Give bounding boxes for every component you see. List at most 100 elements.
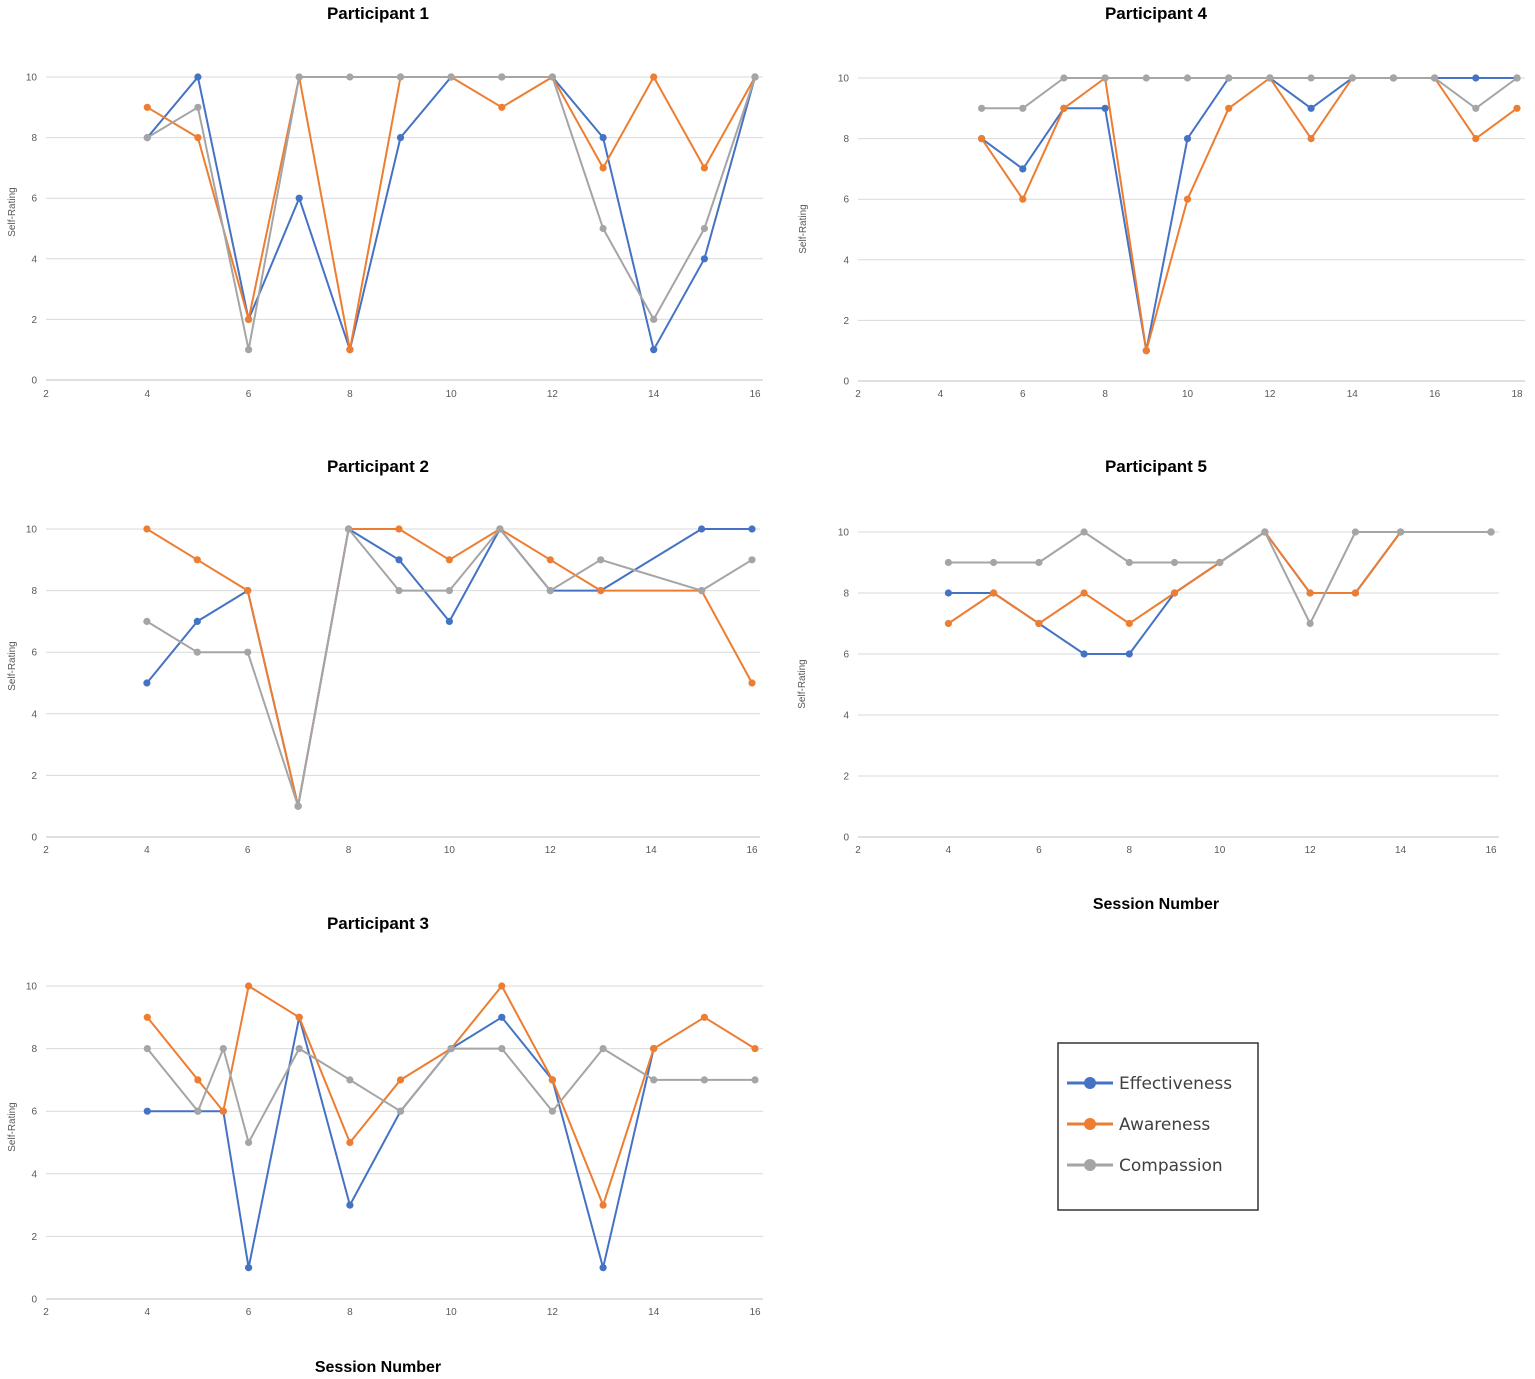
data-point-awareness <box>1307 135 1315 143</box>
x-tick-label: 16 <box>1429 389 1441 400</box>
data-point-awareness <box>194 1076 202 1084</box>
data-point-awareness <box>1019 195 1027 203</box>
series-line-compassion <box>948 531 1491 625</box>
legend-swatch-marker <box>1084 1118 1096 1130</box>
series-line-effectiveness <box>147 1016 655 1269</box>
x-tick-label: 8 <box>347 389 353 400</box>
series-line-effectiveness <box>981 77 1517 352</box>
data-point-awareness <box>445 556 453 564</box>
x-tick-label: 12 <box>547 1307 559 1318</box>
y-tick-label: 8 <box>843 134 849 145</box>
x-tick-label: 14 <box>648 1307 660 1318</box>
y-tick-label: 0 <box>31 376 37 387</box>
chart-participant-3: Participant 3 Self-Rating Session Number… <box>7 914 763 1376</box>
x-tick-label: 4 <box>946 845 952 856</box>
data-point-compassion <box>1348 74 1356 82</box>
data-point-awareness <box>498 103 506 111</box>
x-tick-label: 14 <box>648 389 660 400</box>
data-point-compassion <box>1101 74 1109 82</box>
data-point-compassion <box>700 1076 709 1084</box>
x-tick-label: 6 <box>245 845 251 856</box>
x-tick-label: 2 <box>43 845 49 856</box>
data-point-compassion <box>1125 558 1133 567</box>
y-tick-label: 10 <box>26 73 38 84</box>
y-tick-label: 4 <box>843 255 849 266</box>
data-point-compassion <box>346 1076 354 1084</box>
data-point-compassion <box>143 134 151 142</box>
data-point-effectiveness <box>748 525 756 533</box>
data-point-awareness <box>244 587 252 595</box>
data-point-effectiveness <box>698 525 706 533</box>
data-point-compassion <box>1035 558 1043 567</box>
data-point-compassion <box>295 1045 303 1053</box>
chart-title: Participant 1 <box>327 4 429 23</box>
y-tick-label: 2 <box>31 771 37 782</box>
series-line-compassion <box>981 77 1518 110</box>
x-tick-label: 18 <box>1511 389 1523 400</box>
y-tick-label: 2 <box>31 315 37 326</box>
data-point-effectiveness <box>346 1201 354 1209</box>
legend: Effectiveness Awareness Compassion <box>1057 1042 1259 1211</box>
y-axis-label: Self-Rating <box>7 187 18 236</box>
data-point-compassion <box>1389 74 1397 82</box>
data-point-compassion <box>1397 528 1405 536</box>
chart-title: Participant 3 <box>327 914 429 933</box>
x-tick-label: 8 <box>347 1307 353 1318</box>
data-point-awareness <box>346 1138 354 1147</box>
legend-item-awareness: Awareness <box>1067 1115 1210 1135</box>
data-point-compassion <box>496 525 504 533</box>
series-line-awareness <box>146 985 756 1207</box>
legend-label: Compassion <box>1119 1156 1223 1176</box>
y-tick-label: 4 <box>31 709 37 720</box>
data-point-effectiveness <box>395 556 403 564</box>
legend-item-compassion: Compassion <box>1067 1156 1223 1176</box>
data-point-compassion <box>245 1138 253 1147</box>
data-point-compassion <box>219 1045 227 1053</box>
data-point-compassion <box>751 73 759 81</box>
data-point-awareness <box>1513 104 1521 112</box>
data-point-compassion <box>1487 528 1495 536</box>
data-point-awareness <box>990 589 998 597</box>
data-point-effectiveness <box>1307 104 1315 112</box>
y-tick-label: 6 <box>31 1107 37 1118</box>
data-point-awareness <box>245 315 253 323</box>
series-line-compassion <box>146 1047 755 1144</box>
data-point-effectiveness <box>143 679 151 687</box>
data-point-awareness <box>546 556 554 564</box>
x-tick-label: 14 <box>646 845 658 856</box>
data-point-awareness <box>650 73 658 81</box>
data-point-compassion <box>700 224 709 233</box>
y-tick-label: 6 <box>843 650 849 661</box>
x-tick-label: 4 <box>145 1307 151 1318</box>
data-point-compassion <box>1183 74 1192 82</box>
data-point-awareness <box>143 103 151 111</box>
data-point-compassion <box>546 587 554 595</box>
x-tick-label: 10 <box>1214 845 1226 856</box>
data-point-awareness <box>1306 589 1314 597</box>
x-tick-label: 6 <box>246 1307 252 1318</box>
data-point-awareness <box>751 1045 759 1053</box>
data-point-effectiveness <box>1472 74 1480 82</box>
y-tick-label: 8 <box>31 133 37 144</box>
data-point-awareness <box>346 346 354 354</box>
data-point-effectiveness <box>1183 135 1192 143</box>
data-point-compassion <box>244 648 252 656</box>
y-tick-label: 2 <box>843 316 849 327</box>
data-point-compassion <box>498 1045 506 1053</box>
x-tick-label: 10 <box>446 1307 458 1318</box>
data-point-compassion <box>1351 528 1359 536</box>
data-point-compassion <box>1216 558 1224 567</box>
data-point-effectiveness <box>1019 165 1027 173</box>
data-point-compassion <box>599 1045 607 1053</box>
data-point-compassion <box>1261 528 1269 536</box>
x-tick-label: 14 <box>1347 389 1359 400</box>
data-point-compassion <box>245 346 253 354</box>
data-point-effectiveness <box>445 617 453 626</box>
y-tick-label: 10 <box>26 525 38 536</box>
x-tick-label: 4 <box>145 389 151 400</box>
x-tick-label: 2 <box>43 1307 49 1318</box>
data-point-compassion <box>990 558 998 567</box>
data-point-compassion <box>1080 528 1088 536</box>
data-point-awareness <box>143 525 151 533</box>
